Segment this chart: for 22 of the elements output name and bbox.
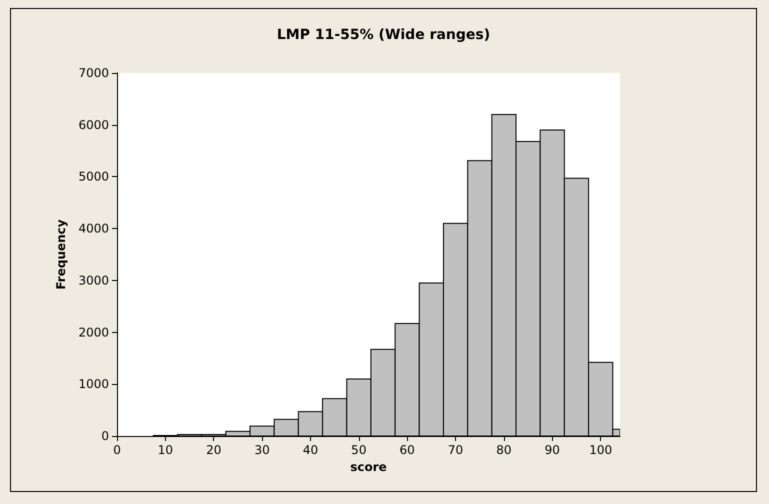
y-axis-title: Frequency [54,219,68,290]
x-tick-label: 70 [448,443,464,457]
x-tick-label: 10 [158,443,174,457]
y-tick-label: 7000 [78,66,109,80]
x-tick-label: 80 [496,443,512,457]
y-tick-label: 3000 [78,273,109,288]
x-axis-title: score [350,460,387,474]
x-tick-label: 60 [400,443,415,457]
y-tick-label: 1000 [78,377,109,392]
x-tick-label: 40 [302,443,318,457]
x-tick-label: 90 [544,443,560,457]
y-tick-label: 5000 [78,170,109,184]
y-tick-label: 4000 [78,222,109,236]
chart-title: LMP 11-55% (Wide ranges) [276,27,490,43]
y-tick-label: 2000 [78,325,109,340]
x-tick-label: 50 [351,443,366,457]
x-tick-label: 0 [113,443,121,457]
y-tick-label: 6000 [78,118,109,132]
x-tick-label: 20 [206,443,222,457]
x-tick-label: 30 [254,443,270,457]
x-tick-label: 100 [589,443,612,457]
y-tick-label: 0 [101,429,109,443]
